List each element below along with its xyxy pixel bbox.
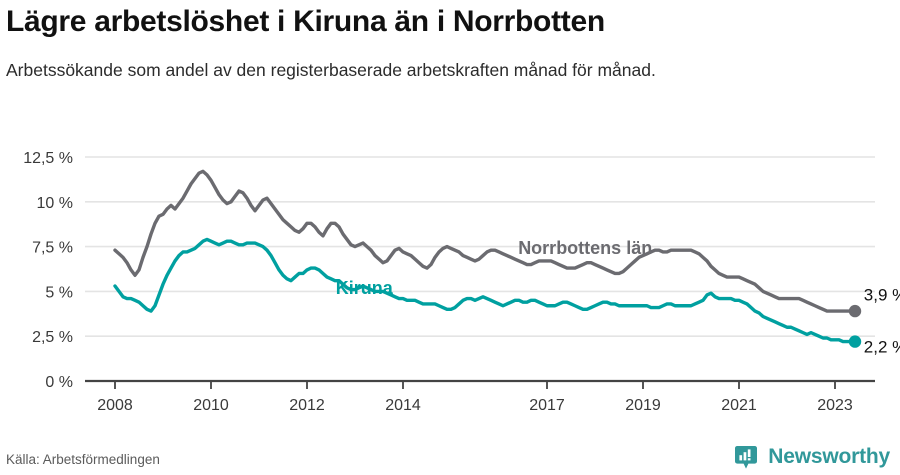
y-axis-tick-label: 7,5 % bbox=[32, 240, 73, 257]
x-axis-tick-label: 2014 bbox=[385, 397, 421, 414]
series-endpoint-norrbottens-län bbox=[848, 304, 862, 318]
page-subtitle: Arbetssökande som andel av den registerb… bbox=[6, 60, 656, 80]
x-axis-tick-label: 2021 bbox=[721, 397, 757, 414]
bar-chart-bubble-icon bbox=[733, 444, 759, 470]
x-axis-tick-label: 2008 bbox=[97, 397, 133, 414]
line-chart: 0 % 2,5 % 5 % 7,5 % 10 % 12,5 % 2008 2010 2012 20… bbox=[23, 150, 900, 414]
logo-wordmark: Newsworthy bbox=[768, 445, 890, 468]
y-axis-tick-label: 10 % bbox=[37, 195, 73, 212]
page-title: Lägre arbetslöshet i Kiruna än i Norrbot… bbox=[6, 5, 605, 38]
x-axis-tick-label: 2012 bbox=[289, 397, 325, 414]
series-line-kiruna bbox=[113, 237, 857, 344]
x-axis-tick-label: 2010 bbox=[193, 397, 229, 414]
end-value-label: 2,2 % bbox=[864, 337, 900, 356]
y-axis-tick-label: 0 % bbox=[45, 374, 73, 391]
y-axis-tick-label: 12,5 % bbox=[23, 150, 73, 167]
x-axis-tick-label: 2019 bbox=[625, 397, 661, 414]
y-axis-tick-label: 5 % bbox=[45, 284, 73, 301]
series-endpoint-kiruna bbox=[848, 335, 862, 348]
source-note: Källa: Arbetsförmedlingen bbox=[6, 452, 160, 467]
newsworthy-logo[interactable]: Newsworthy bbox=[733, 442, 890, 472]
chart-canvas: 0 % 2,5 % 5 % 7,5 % 10 % 12,5 % 2008 2010 2012 20… bbox=[0, 138, 900, 423]
series-inline-label: Kiruna bbox=[336, 278, 394, 298]
x-axis-tick-label: 2023 bbox=[817, 397, 853, 414]
y-axis-tick-label: 2,5 % bbox=[32, 329, 73, 346]
series-inline-label: Norrbottens län bbox=[518, 238, 652, 258]
series-line-norrbottens-län bbox=[113, 169, 857, 313]
end-value-label: 3,9 % bbox=[864, 285, 900, 304]
x-axis-tick-label: 2017 bbox=[529, 397, 565, 414]
